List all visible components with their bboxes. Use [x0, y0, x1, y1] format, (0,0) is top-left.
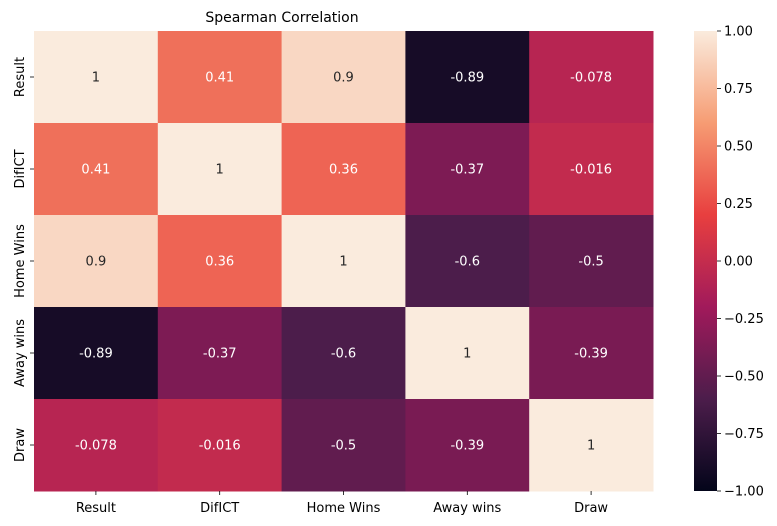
cell-value-label: 0.36	[329, 163, 358, 178]
colorbar-tick-label: 0.50	[724, 140, 753, 155]
x-tick-label: Result	[76, 501, 116, 516]
y-tick-label: DifICT	[13, 149, 28, 188]
cell-value-label: 0.41	[81, 163, 110, 178]
cell-value-label: -0.5	[578, 255, 603, 270]
cell-value-label: 0.9	[86, 255, 107, 270]
cell-value-label: 1	[463, 347, 471, 362]
heatmap-cell	[34, 307, 159, 400]
cell-value-label: -0.6	[331, 347, 356, 362]
y-axis: Result DifICT Home Wins Away wins Draw	[13, 57, 34, 462]
heatmap-cell	[157, 215, 283, 308]
colorbar-tick-label: 1.00	[724, 25, 753, 40]
heatmap-cell	[529, 307, 654, 400]
x-axis: Result DifICT Home Wins Away wins Draw	[76, 491, 608, 516]
cell-value-label: 1	[216, 163, 224, 178]
heatmap-cell	[34, 399, 159, 492]
heatmap-cells	[34, 31, 654, 492]
heatmap-cell	[529, 215, 654, 308]
heatmap-cell	[281, 123, 406, 216]
heatmap-cell	[529, 399, 654, 492]
y-tick-label: Draw	[13, 428, 28, 462]
cell-value-label: 0.41	[205, 71, 234, 86]
y-tick-label: Away wins	[13, 319, 28, 387]
x-tick-label: Home Wins	[307, 501, 381, 516]
y-tick-label: Home Wins	[13, 224, 28, 298]
heatmap-cell	[281, 307, 406, 400]
cell-value-label: -0.37	[203, 347, 237, 362]
heatmap-cell	[405, 31, 530, 124]
heatmap-cell	[157, 399, 283, 492]
colorbar-tick-label: −0.25	[724, 312, 764, 327]
cell-value-label: -0.016	[199, 439, 241, 454]
colorbar-tick-label: 0.75	[724, 82, 753, 97]
cell-value-label: -0.078	[570, 71, 612, 86]
heatmap-cell	[529, 31, 654, 124]
colorbar-tick-label: 0.00	[724, 255, 753, 270]
y-tick-label: Result	[13, 57, 28, 97]
colorbar-tick-label: −0.50	[724, 370, 764, 385]
x-tick-label: Draw	[574, 501, 608, 516]
heatmap-cell	[405, 399, 530, 492]
cell-value-label: -0.89	[79, 347, 113, 362]
cell-value-label: 1	[339, 255, 347, 270]
heatmap-cell	[34, 31, 159, 124]
cell-value-label: 1	[587, 439, 595, 454]
heatmap-cell	[405, 123, 530, 216]
heatmap-cell	[34, 123, 159, 216]
colorbar: 1.00 0.75 0.50 0.25 0.00 −0.25 −0.50 −0.75 −1.00	[694, 25, 764, 500]
x-tick-label: DifICT	[200, 501, 239, 516]
heatmap-cell	[405, 307, 530, 400]
cell-value-label: 0.36	[205, 255, 234, 270]
heatmap-cell	[281, 31, 406, 124]
heatmap-cell	[405, 215, 530, 308]
cell-value-label: -0.89	[450, 71, 484, 86]
cell-value-label: -0.5	[331, 439, 356, 454]
cell-value-label: 0.9	[333, 71, 354, 86]
heatmap-cell	[157, 31, 283, 124]
x-tick-label: Away wins	[433, 501, 501, 516]
cell-value-label: -0.39	[574, 347, 608, 362]
cell-value-label: -0.6	[455, 255, 480, 270]
cell-value-label: -0.39	[450, 439, 484, 454]
colorbar-tick-label: −1.00	[724, 485, 764, 500]
heatmap-cell	[529, 123, 654, 216]
colorbar-tick-label: 0.25	[724, 197, 753, 212]
cell-value-label: -0.37	[450, 163, 484, 178]
heatmap-cell	[157, 123, 283, 216]
cell-value-label: -0.078	[75, 439, 117, 454]
colorbar-tick-label: −0.75	[724, 427, 764, 442]
heatmap-cell-labels: 1 0.41 0.9 -0.89 -0.078 0.41 1 0.36 -0.37 -0.016 0…	[75, 71, 612, 454]
chart-title: Spearman Correlation	[205, 10, 358, 26]
cell-value-label: -0.016	[570, 163, 612, 178]
heatmap-cell	[157, 307, 283, 400]
heatmap-cell	[281, 215, 406, 308]
heatmap-cell	[34, 215, 159, 308]
colorbar-gradient	[694, 31, 717, 491]
cell-value-label: 1	[92, 71, 100, 86]
heatmap-cell	[281, 399, 406, 492]
